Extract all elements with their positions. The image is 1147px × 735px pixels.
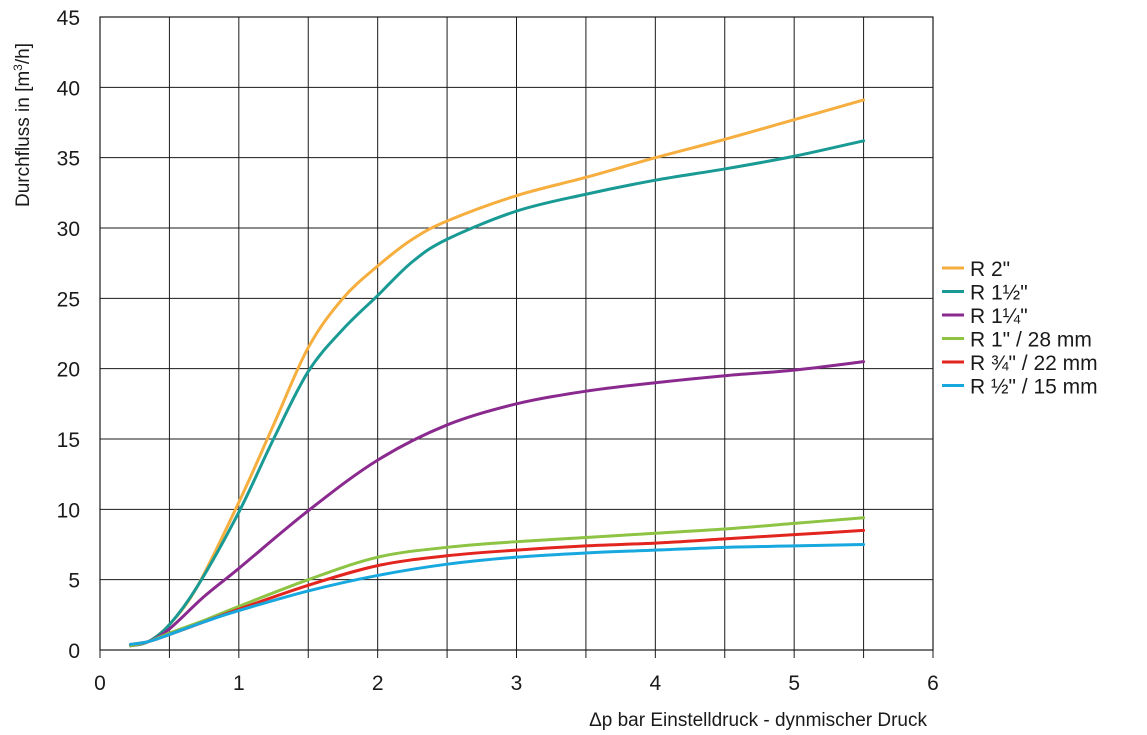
series-line-3 bbox=[129, 360, 866, 648]
y-tick-label: 40 bbox=[57, 77, 80, 100]
legend-item: R 1½" bbox=[942, 282, 1028, 305]
y-tick-label: 35 bbox=[57, 148, 80, 171]
y-tick-label: 20 bbox=[57, 359, 80, 382]
y-tick-label: 25 bbox=[57, 288, 80, 311]
legend-label: R ¾" / 22 mm bbox=[970, 352, 1098, 375]
y-tick-label: 15 bbox=[57, 429, 80, 452]
legend-item: R 2" bbox=[942, 258, 1010, 281]
x-axis-label: Δp bar Einstelldruck - dynmischer Druck bbox=[589, 710, 927, 731]
series-line-2 bbox=[129, 139, 866, 648]
grid-lines bbox=[99, 16, 934, 658]
series-line-6 bbox=[129, 543, 866, 646]
legend-item: R ¾" / 22 mm bbox=[942, 352, 1098, 375]
y-axis-label-sup: 3 bbox=[11, 64, 25, 71]
x-tick-label: 0 bbox=[94, 672, 106, 695]
x-tick-labels: 0 1 2 3 4 5 6 bbox=[94, 672, 939, 695]
x-tick-label: 1 bbox=[233, 672, 245, 695]
y-tick-label: 45 bbox=[57, 7, 80, 30]
y-axis-label-end: /h] bbox=[13, 43, 34, 64]
legend-label: R ½" / 15 mm bbox=[970, 376, 1098, 399]
y-tick-label: 0 bbox=[68, 640, 80, 663]
y-tick-label: 5 bbox=[68, 570, 80, 593]
x-tick-label: 5 bbox=[788, 672, 800, 695]
legend-label: R 1¼" bbox=[970, 305, 1028, 328]
y-tick-labels: 0 5 10 15 20 25 30 35 40 45 bbox=[57, 7, 80, 663]
legend-label: R 2" bbox=[970, 258, 1010, 281]
legend: R 2"R 1½"R 1¼"R 1" / 28 mmR ¾" / 22 mmR … bbox=[942, 258, 1098, 399]
y-tick-label: 30 bbox=[57, 218, 80, 241]
legend-item: R 1" / 28 mm bbox=[942, 329, 1092, 352]
x-tick-label: 6 bbox=[927, 672, 939, 695]
legend-item: R ½" / 15 mm bbox=[942, 376, 1098, 399]
x-tick-label: 4 bbox=[649, 672, 661, 695]
legend-label: R 1" / 28 mm bbox=[970, 329, 1092, 352]
x-tick-label: 3 bbox=[511, 672, 523, 695]
y-axis-label: Durchfluss in [m3/h] bbox=[11, 43, 34, 207]
y-tick-label: 10 bbox=[57, 499, 80, 522]
series-lines bbox=[129, 98, 866, 648]
legend-item: R 1¼" bbox=[942, 305, 1028, 328]
x-tick-label: 2 bbox=[372, 672, 384, 695]
legend-label: R 1½" bbox=[970, 282, 1028, 305]
y-axis-label-main: Durchfluss in [m bbox=[13, 71, 34, 207]
